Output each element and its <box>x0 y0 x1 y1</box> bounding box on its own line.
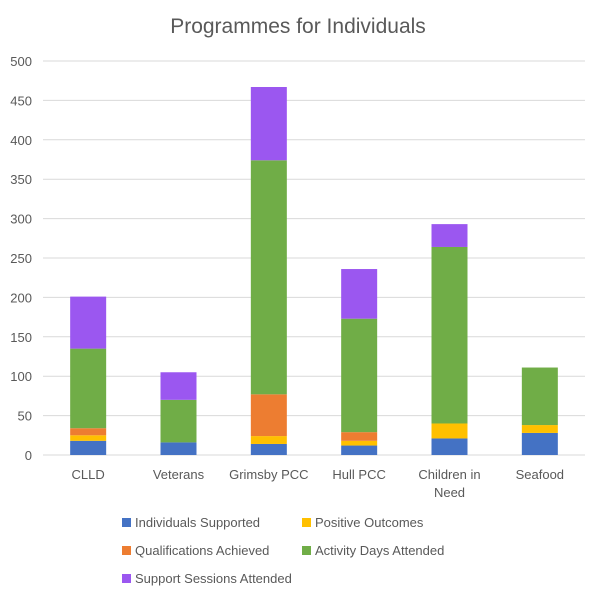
legend-swatch <box>122 546 131 555</box>
y-tick-label: 250 <box>10 251 32 266</box>
x-tick-label: Hull PCC <box>332 467 385 482</box>
legend-swatch <box>122 518 131 527</box>
legend-label: Individuals Supported <box>135 515 260 530</box>
y-tick-label: 0 <box>25 448 32 463</box>
legend-item: Support Sessions Attended <box>122 571 292 586</box>
bar-segment <box>521 425 558 433</box>
legend-swatch <box>302 518 311 527</box>
bar-segment <box>70 435 107 441</box>
bar-segment <box>341 440 378 446</box>
y-tick-label: 200 <box>10 290 32 305</box>
legend-swatch <box>122 574 131 583</box>
y-tick-label: 100 <box>10 369 32 384</box>
x-tick-label: Seafood <box>516 467 564 482</box>
bar-segment <box>250 160 287 395</box>
legend-label: Activity Days Attended <box>315 543 444 558</box>
legend-item: Qualifications Achieved <box>122 543 269 558</box>
legend-item: Activity Days Attended <box>302 543 444 558</box>
x-tick-label: Veterans <box>153 467 205 482</box>
bar-segment <box>160 442 197 455</box>
x-tick-label: CLLD <box>72 467 105 482</box>
bar-segment <box>70 440 107 455</box>
bar-segment <box>250 443 287 455</box>
y-tick-label: 450 <box>10 93 32 108</box>
bar-segment <box>70 428 107 436</box>
bar-segment <box>250 87 287 161</box>
bar-segment <box>431 246 468 424</box>
y-tick-label: 350 <box>10 172 32 187</box>
bar-segment <box>431 224 468 247</box>
bar-segment <box>70 296 107 349</box>
y-tick-label: 300 <box>10 212 32 227</box>
x-tick-label: Children in Need <box>418 467 480 500</box>
bar-segment <box>431 423 468 439</box>
bar-segment <box>431 438 468 455</box>
legend-label: Qualifications Achieved <box>135 543 269 558</box>
gridlines <box>43 60 585 456</box>
y-tick-label: 50 <box>18 409 32 424</box>
bar-segment <box>160 372 197 400</box>
chart-title: Programmes for Individuals <box>170 15 426 38</box>
bar-segment <box>521 367 558 426</box>
bar-segment <box>250 394 287 437</box>
x-axis-ticks: CLLD Veterans Grimsby PCC Hull PCC Children … <box>72 467 565 500</box>
bar-segment <box>70 348 107 429</box>
bars <box>70 87 558 455</box>
y-tick-label: 400 <box>10 133 32 148</box>
bar-segment <box>160 399 197 443</box>
bar-segment <box>341 445 378 455</box>
bar-segment <box>341 269 378 319</box>
legend-item: Positive Outcomes <box>302 515 424 530</box>
y-tick-label: 500 <box>10 54 32 69</box>
y-tick-label: 150 <box>10 330 32 345</box>
legend-label: Support Sessions Attended <box>135 571 292 586</box>
legend: Individuals Supported Positive Outcomes Qu… <box>122 515 444 586</box>
bar-segment <box>250 436 287 444</box>
x-tick-label: Grimsby PCC <box>229 467 308 482</box>
bar-segment <box>521 432 558 455</box>
legend-swatch <box>302 546 311 555</box>
legend-item: Individuals Supported <box>122 515 260 530</box>
y-axis-ticks: 0 50 100 150 200 250 300 350 400 450 500 <box>10 54 32 463</box>
bar-segment <box>341 318 378 433</box>
bar-segment <box>341 432 378 441</box>
legend-label: Positive Outcomes <box>315 515 424 530</box>
